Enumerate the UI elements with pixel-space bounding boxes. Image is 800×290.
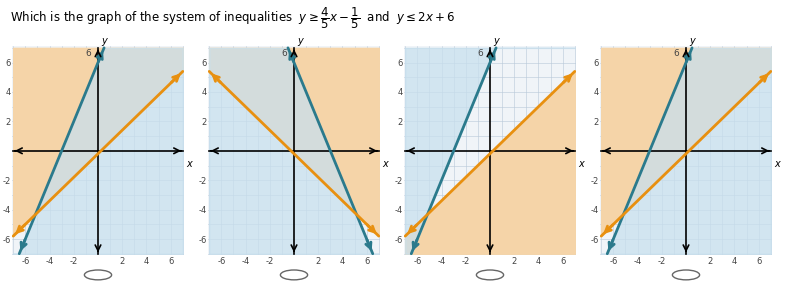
Text: y: y [689,36,694,46]
Text: x: x [186,159,192,169]
Text: 6: 6 [85,49,90,58]
Text: x: x [578,159,584,169]
Text: y: y [297,36,302,46]
Text: 6: 6 [281,49,286,58]
Text: Which is the graph of the system of inequalities  $y \geq \dfrac{4}{5}x - \dfrac: Which is the graph of the system of ineq… [10,6,455,32]
Text: y: y [101,36,106,46]
Text: 6: 6 [673,49,678,58]
Text: y: y [493,36,498,46]
Text: 6: 6 [477,49,482,58]
Text: x: x [382,159,388,169]
Text: x: x [774,159,780,169]
